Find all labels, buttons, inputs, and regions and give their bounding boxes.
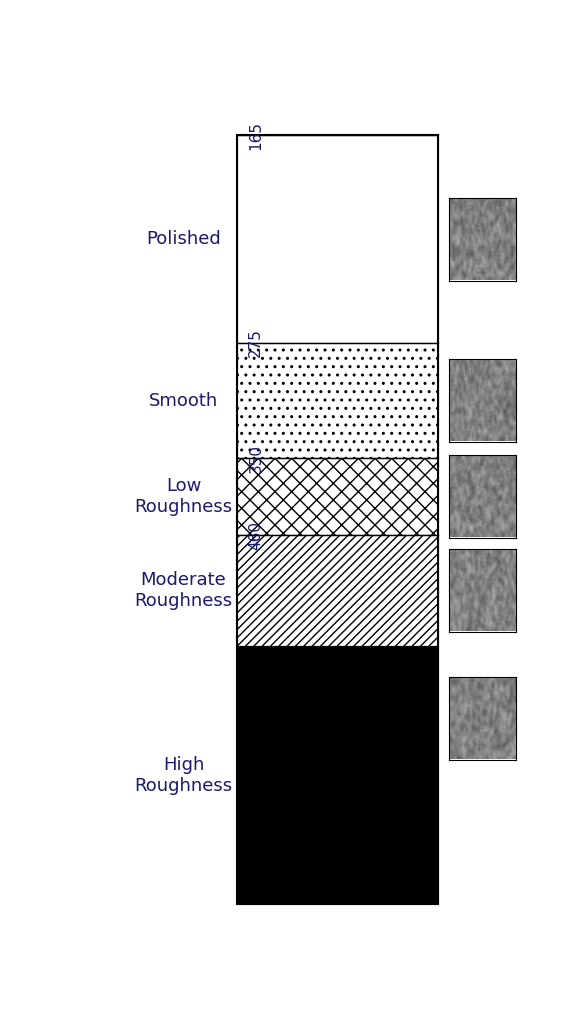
Text: Smooth: Smooth xyxy=(149,391,218,410)
Text: High
Roughness: High Roughness xyxy=(135,755,233,794)
Text: 460: 460 xyxy=(248,521,263,549)
Bar xyxy=(237,646,438,903)
Text: Polished: Polished xyxy=(146,230,221,248)
Text: 275: 275 xyxy=(248,328,263,357)
Text: Moderate
Roughness: Moderate Roughness xyxy=(135,571,233,610)
Text: 350: 350 xyxy=(248,443,263,472)
Text: 165: 165 xyxy=(248,120,263,150)
Bar xyxy=(237,136,438,343)
Bar xyxy=(237,535,438,646)
Bar xyxy=(237,343,438,458)
Bar xyxy=(237,136,438,903)
Bar xyxy=(237,458,438,535)
Text: Low
Roughness: Low Roughness xyxy=(135,477,233,516)
